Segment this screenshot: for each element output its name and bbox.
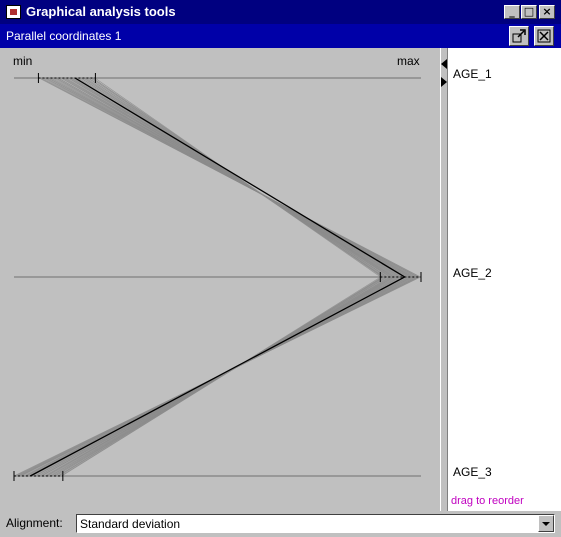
expand-right-arrow-icon[interactable] bbox=[441, 77, 447, 87]
panel-title: Parallel coordinates 1 bbox=[6, 29, 122, 43]
alignment-label: Alignment: bbox=[6, 516, 63, 530]
window-title-bar[interactable]: Graphical analysis tools _ □ × bbox=[0, 0, 561, 24]
panel-title-bar: Parallel coordinates 1 bbox=[0, 24, 561, 48]
collapse-left-arrow-icon[interactable] bbox=[441, 59, 447, 69]
min-label: min bbox=[13, 54, 32, 68]
alignment-select[interactable]: Standard deviation bbox=[76, 514, 555, 533]
max-label: max bbox=[397, 54, 420, 68]
detach-button[interactable] bbox=[509, 26, 529, 46]
minimize-icon: _ bbox=[509, 5, 515, 18]
panel-close-button[interactable] bbox=[534, 26, 554, 46]
splitter-handle[interactable] bbox=[440, 48, 448, 511]
parallel-coordinates-plot[interactable]: min max bbox=[0, 48, 440, 511]
close-button[interactable]: × bbox=[539, 5, 555, 19]
window-title: Graphical analysis tools bbox=[26, 4, 176, 19]
axis-label-age-1[interactable]: AGE_1 bbox=[453, 67, 492, 81]
alignment-value: Standard deviation bbox=[80, 517, 181, 531]
maximize-button[interactable]: □ bbox=[521, 5, 537, 19]
axis-label-age-3[interactable]: AGE_3 bbox=[453, 465, 492, 479]
detach-icon bbox=[512, 29, 526, 43]
panel-close-icon bbox=[537, 29, 551, 43]
axis-label-age-2[interactable]: AGE_2 bbox=[453, 266, 492, 280]
plot-svg: min max bbox=[13, 54, 422, 481]
chevron-down-icon[interactable] bbox=[538, 515, 554, 532]
app-icon bbox=[6, 5, 21, 19]
minimize-button[interactable]: _ bbox=[504, 5, 520, 19]
close-icon: × bbox=[542, 5, 552, 18]
alignment-bar: Alignment: Standard deviation bbox=[0, 511, 561, 537]
reorder-hint: drag to reorder bbox=[451, 495, 524, 507]
maximize-icon: □ bbox=[523, 5, 535, 18]
axis-list[interactable]: AGE_1 AGE_2 AGE_3 drag to reorder bbox=[448, 48, 561, 511]
